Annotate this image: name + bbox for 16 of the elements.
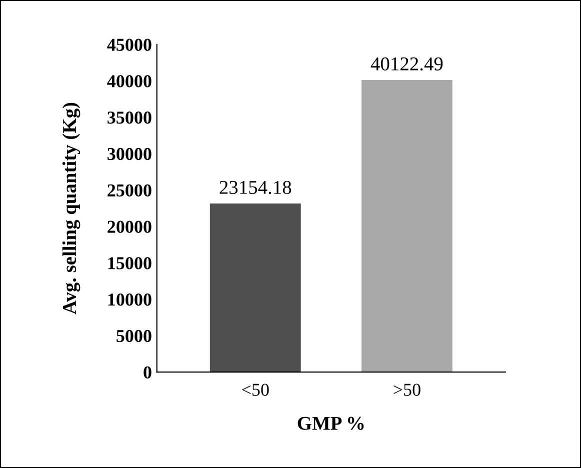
data-label: 40122.49 [370, 57, 443, 71]
y-tick-label: 20000 [108, 220, 152, 233]
y-axis-title: Avg. selling quantity (Kg) [62, 102, 80, 314]
y-tick-label: 15000 [108, 257, 152, 270]
data-label: 23154.18 [220, 180, 292, 194]
y-tick-label: 25000 [108, 184, 152, 196]
x-tick-label: <50 [242, 384, 269, 396]
y-tick-label: 10000 [108, 294, 152, 306]
y-tick-label: 40000 [107, 75, 152, 88]
x-axis-title: GMP % [298, 416, 364, 430]
y-tick-label: 35000 [108, 112, 152, 124]
y-tick-label: 5000 [116, 330, 152, 342]
y-tick-label: 0 [144, 366, 152, 378]
y-tick-label: 30000 [108, 148, 152, 160]
y-tick-label: 45000 [107, 38, 152, 51]
x-tick-label: >50 [394, 384, 420, 396]
